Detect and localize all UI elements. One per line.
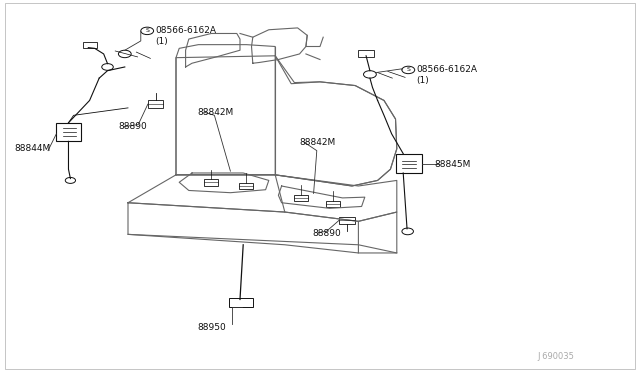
- Circle shape: [118, 50, 131, 58]
- Bar: [294, 195, 308, 201]
- Text: 88890: 88890: [118, 122, 147, 131]
- Text: 88890: 88890: [312, 229, 341, 238]
- Text: 88842M: 88842M: [300, 138, 336, 147]
- Bar: [326, 201, 340, 207]
- Bar: [148, 100, 163, 108]
- Circle shape: [402, 228, 413, 235]
- Bar: [204, 179, 218, 186]
- Text: (1): (1): [156, 37, 168, 46]
- Bar: [396, 154, 422, 173]
- Text: 08566-6162A: 08566-6162A: [417, 65, 477, 74]
- Text: 88845M: 88845M: [434, 160, 470, 169]
- Circle shape: [65, 177, 76, 183]
- Circle shape: [364, 71, 376, 78]
- Bar: [339, 217, 355, 224]
- Text: 88842M: 88842M: [197, 108, 234, 117]
- Bar: [239, 183, 253, 189]
- Text: J 690035: J 690035: [538, 352, 575, 361]
- Bar: [56, 123, 81, 141]
- Text: 08566-6162A: 08566-6162A: [156, 26, 216, 35]
- Circle shape: [102, 64, 113, 70]
- Bar: [358, 50, 374, 57]
- Text: (1): (1): [417, 76, 429, 85]
- Text: S: S: [406, 67, 410, 73]
- Bar: [83, 42, 97, 48]
- Bar: [229, 298, 253, 307]
- Text: 88844M: 88844M: [14, 144, 51, 153]
- Text: S: S: [145, 28, 149, 33]
- Text: 88950: 88950: [197, 323, 226, 332]
